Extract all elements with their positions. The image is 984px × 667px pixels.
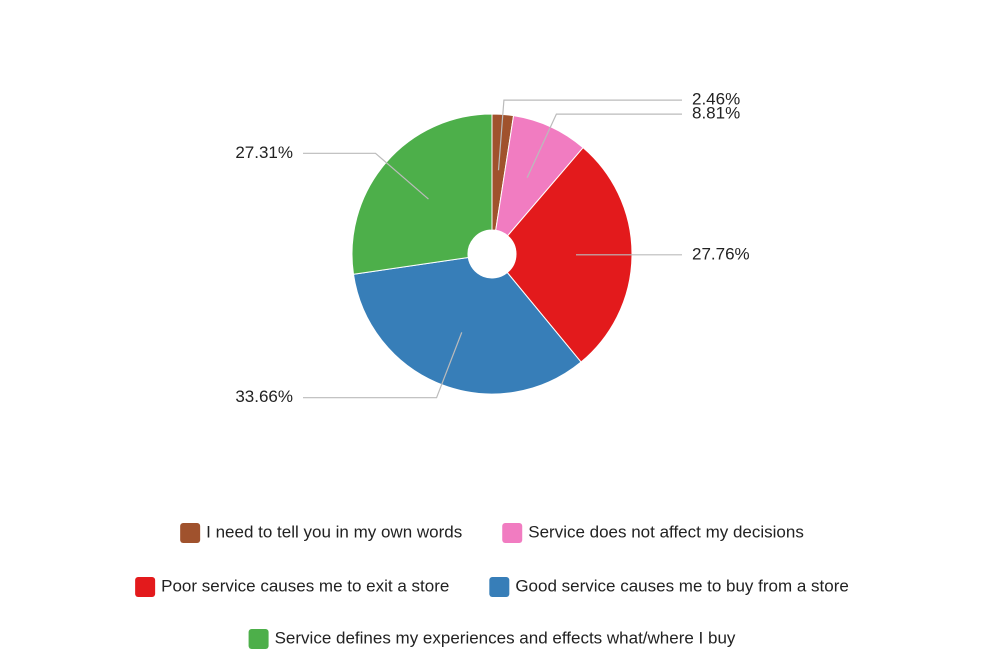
legend-item: Good service causes me to buy from a sto… <box>489 576 849 597</box>
legend-label: Good service causes me to buy from a sto… <box>515 576 849 595</box>
legend-label: Service does not affect my decisions <box>528 522 804 541</box>
legend-swatch <box>135 577 156 597</box>
leader-line <box>497 99 682 171</box>
legend-swatch <box>502 523 523 543</box>
data-label: 8.81% <box>692 104 740 123</box>
legend-item: Poor service causes me to exit a store <box>135 576 449 597</box>
legend-swatch <box>180 523 201 543</box>
legend-label: I need to tell you in my own words <box>206 522 462 541</box>
leader-line <box>303 152 429 200</box>
leader-line <box>526 113 682 178</box>
data-label: 27.76% <box>692 244 750 263</box>
data-label: 33.66% <box>235 387 293 406</box>
legend-label: Service defines my experiences and effec… <box>275 628 736 647</box>
data-label: 2.46% <box>692 90 740 109</box>
legend-item: I need to tell you in my own words <box>180 522 462 543</box>
legend-swatch <box>489 577 510 597</box>
legend-item: Service defines my experiences and effec… <box>248 628 736 649</box>
legend-label: Poor service causes me to exit a store <box>161 576 449 595</box>
legend-item: Service does not affect my decisions <box>502 522 804 543</box>
data-label: 27.31% <box>235 143 293 162</box>
legend-swatch <box>248 629 269 649</box>
pie-slice <box>352 256 582 395</box>
pie-slice <box>506 146 633 363</box>
leader-line <box>303 332 463 399</box>
